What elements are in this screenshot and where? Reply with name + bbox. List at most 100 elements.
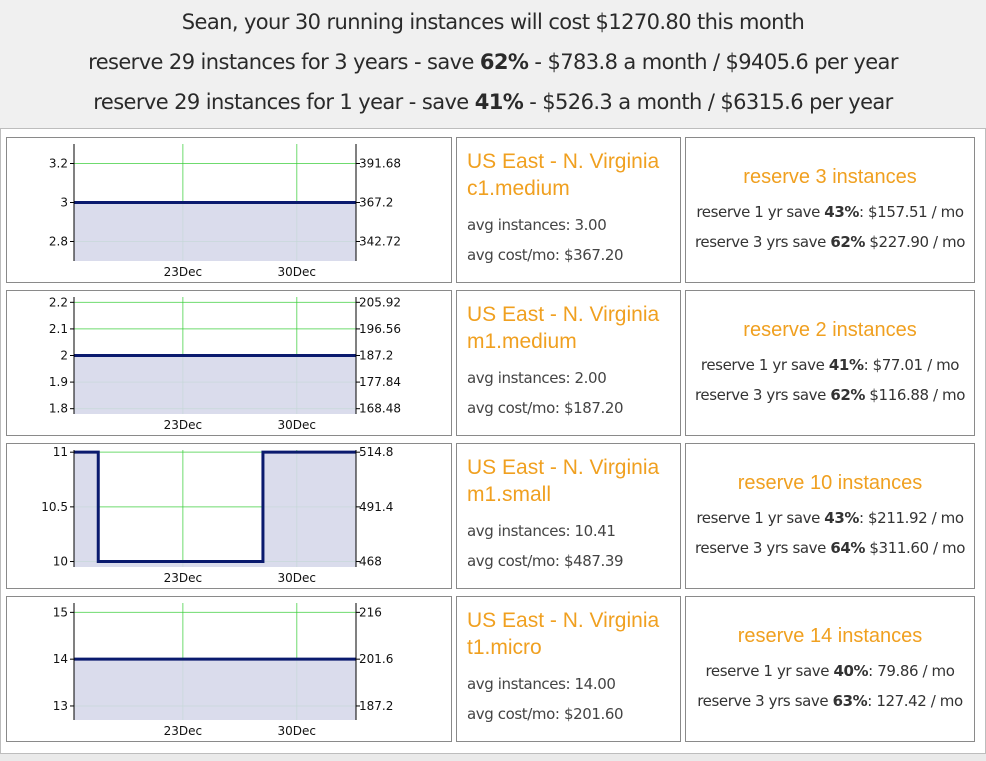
usage-chart-svg-1: 1.8 1.9 2 2.1 2.2 168.48 177.84 187.2 196.56 205.… [49, 295, 401, 432]
instance-type: m1.small [467, 483, 552, 506]
x-tick-label: 23Dec [164, 571, 203, 585]
summary-3yr-pct: 62% [479, 50, 529, 74]
reserve-3yr-prefix: reserve 3 yrs save [694, 233, 831, 251]
x-tick-label: 30Dec [278, 571, 317, 585]
reserve-1yr-pct: 41% [828, 356, 864, 374]
usage-chart-svg-2: 10 10.5 11 468 491.4 514.8 23Dec 30Dec [41, 445, 393, 585]
reserve-3yr: reserve 3 yrs save 62% $227.90 / mo [686, 233, 974, 251]
right-tick-label: 514.8 [359, 445, 393, 459]
left-tick-label: 1.8 [49, 402, 68, 416]
avg-instances: avg instances: 2.00 [467, 369, 607, 387]
usage-line [74, 450, 356, 564]
reserve-1yr-suffix: : $77.01 / mo [863, 356, 960, 374]
summary-1yr-prefix: reserve 29 instances for 1 year - save [93, 90, 475, 114]
right-tick-label: 468 [359, 555, 382, 569]
region-name: US East - N. Virginia [467, 456, 660, 479]
reserve-1yr: reserve 1 yr save 41%: $77.01 / mo [686, 356, 974, 374]
reserve-3yr-suffix: $311.60 / mo [865, 539, 966, 557]
usage-area [74, 202, 356, 261]
reserve-1yr-prefix: reserve 1 yr save [705, 662, 834, 680]
left-tick-label: 11 [53, 445, 68, 459]
reserve-3yr-prefix: reserve 3 yrs save [694, 386, 831, 404]
reserve-1yr-suffix: : 79.86 / mo [868, 662, 955, 680]
x-tick-label: 23Dec [164, 724, 203, 738]
avg-cost: avg cost/mo: $367.20 [467, 246, 624, 264]
x-tick-label: 30Dec [278, 724, 317, 738]
usage-chart-svg-3: 13 14 15 187.2 201.6 216 23Dec 30Dec [53, 603, 393, 738]
left-tick-label: 1.9 [49, 375, 68, 389]
reserve-1yr-pct: 43% [824, 203, 860, 221]
instance-info-2: US East - N. Virginia m1.small avg instanc… [456, 443, 681, 589]
usage-chart-0: 2.8 3 3.2 342.72 367.2 391.68 23Dec 30Dec [6, 137, 452, 283]
left-tick-label: 2 [60, 349, 68, 363]
cost-summary-header: Sean, your 30 running instances will cos… [0, 0, 986, 128]
reserve-3yr-pct: 63% [832, 692, 868, 710]
summary-line-1yr: reserve 29 instances for 1 year - save 4… [0, 90, 986, 114]
summary-1yr-pct: 41% [474, 90, 524, 114]
usage-chart-svg-0: 2.8 3 3.2 342.72 367.2 391.68 23Dec 30Dec [49, 144, 401, 279]
usage-area [74, 659, 356, 720]
right-tick-label: 187.2 [359, 699, 393, 713]
left-tick-label: 14 [53, 652, 68, 666]
right-tick-label: 168.48 [359, 402, 401, 416]
instance-type: c1.medium [467, 177, 570, 200]
page-footer-strip [0, 754, 986, 761]
left-tick-label: 13 [53, 699, 68, 713]
avg-instances: avg instances: 3.00 [467, 216, 607, 234]
right-tick-label: 391.68 [359, 157, 401, 171]
reserve-1yr-prefix: reserve 1 yr save [696, 509, 825, 527]
reserve-recommendation-0: reserve 3 instances reserve 1 yr save 43%… [685, 137, 975, 283]
reserve-recommendation-1: reserve 2 instances reserve 1 yr save 41%… [685, 290, 975, 436]
summary-line-total: Sean, your 30 running instances will cos… [181, 10, 805, 34]
usage-area [74, 355, 356, 414]
reserve-title: reserve 10 instances [737, 472, 923, 494]
usage-chart-3: 13 14 15 187.2 201.6 216 23Dec 30Dec [6, 596, 452, 742]
region-name: US East - N. Virginia [467, 150, 660, 173]
reserve-1yr-suffix: : $211.92 / mo [859, 509, 964, 527]
summary-line-3yr: reserve 29 instances for 3 years - save … [0, 50, 986, 74]
usage-chart-2: 10 10.5 11 468 491.4 514.8 23Dec 30Dec [6, 443, 452, 589]
avg-cost: avg cost/mo: $487.39 [467, 552, 624, 570]
right-tick-label: 367.2 [359, 196, 393, 210]
right-tick-label: 491.4 [359, 500, 393, 514]
left-tick-label: 2.8 [49, 235, 68, 249]
right-tick-label: 201.6 [359, 652, 393, 666]
reserve-recommendation-2: reserve 10 instances reserve 1 yr save 43… [685, 443, 975, 589]
instance-info-1: US East - N. Virginia m1.medium avg instan… [456, 290, 681, 436]
reserve-title: reserve 14 instances [737, 625, 923, 647]
reserve-1yr-prefix: reserve 1 yr save [696, 203, 825, 221]
reserve-title: reserve 2 instances [743, 319, 917, 341]
reserve-3yr-suffix: : 127.42 / mo [867, 692, 963, 710]
region-name: US East - N. Virginia [467, 303, 660, 326]
reserve-1yr-pct: 40% [833, 662, 869, 680]
instance-info-3: US East - N. Virginia t1.micro avg instanc… [456, 596, 681, 742]
reserve-1yr: reserve 1 yr save 43%: $157.51 / mo [686, 203, 974, 221]
x-tick-label: 23Dec [164, 265, 203, 279]
avg-instances: avg instances: 14.00 [467, 675, 616, 693]
left-tick-label: 2.1 [49, 322, 68, 336]
avg-cost: avg cost/mo: $201.60 [467, 705, 624, 723]
usage-area [74, 452, 356, 567]
reserve-3yr: reserve 3 yrs save 64% $311.60 / mo [686, 539, 974, 557]
reserve-1yr: reserve 1 yr save 40%: 79.86 / mo [686, 662, 974, 680]
summary-3yr-suffix: - $783.8 a month / $9405.6 per year [528, 50, 898, 74]
reserve-3yr-suffix: $116.88 / mo [865, 386, 966, 404]
x-tick-label: 30Dec [278, 418, 317, 432]
instance-type: m1.medium [467, 330, 577, 353]
right-tick-label: 216 [359, 605, 382, 619]
region-name: US East - N. Virginia [467, 609, 660, 632]
right-tick-label: 177.84 [359, 375, 401, 389]
summary-3yr-prefix: reserve 29 instances for 3 years - save [88, 50, 480, 74]
left-tick-label: 3.2 [49, 157, 68, 171]
left-tick-label: 2.2 [49, 295, 68, 309]
instance-info-0: US East - N. Virginia c1.medium avg instan… [456, 137, 681, 283]
reserve-3yr: reserve 3 yrs save 63%: 127.42 / mo [686, 692, 974, 710]
instance-type: t1.micro [467, 636, 542, 659]
right-tick-label: 205.92 [359, 295, 401, 309]
reserve-3yr-suffix: $227.90 / mo [865, 233, 966, 251]
reserve-3yr-prefix: reserve 3 yrs save [694, 539, 831, 557]
left-tick-label: 10.5 [41, 500, 68, 514]
reserve-3yr-pct: 62% [830, 386, 866, 404]
reserve-recommendation-3: reserve 14 instances reserve 1 yr save 40… [685, 596, 975, 742]
reserve-3yr-pct: 64% [830, 539, 866, 557]
